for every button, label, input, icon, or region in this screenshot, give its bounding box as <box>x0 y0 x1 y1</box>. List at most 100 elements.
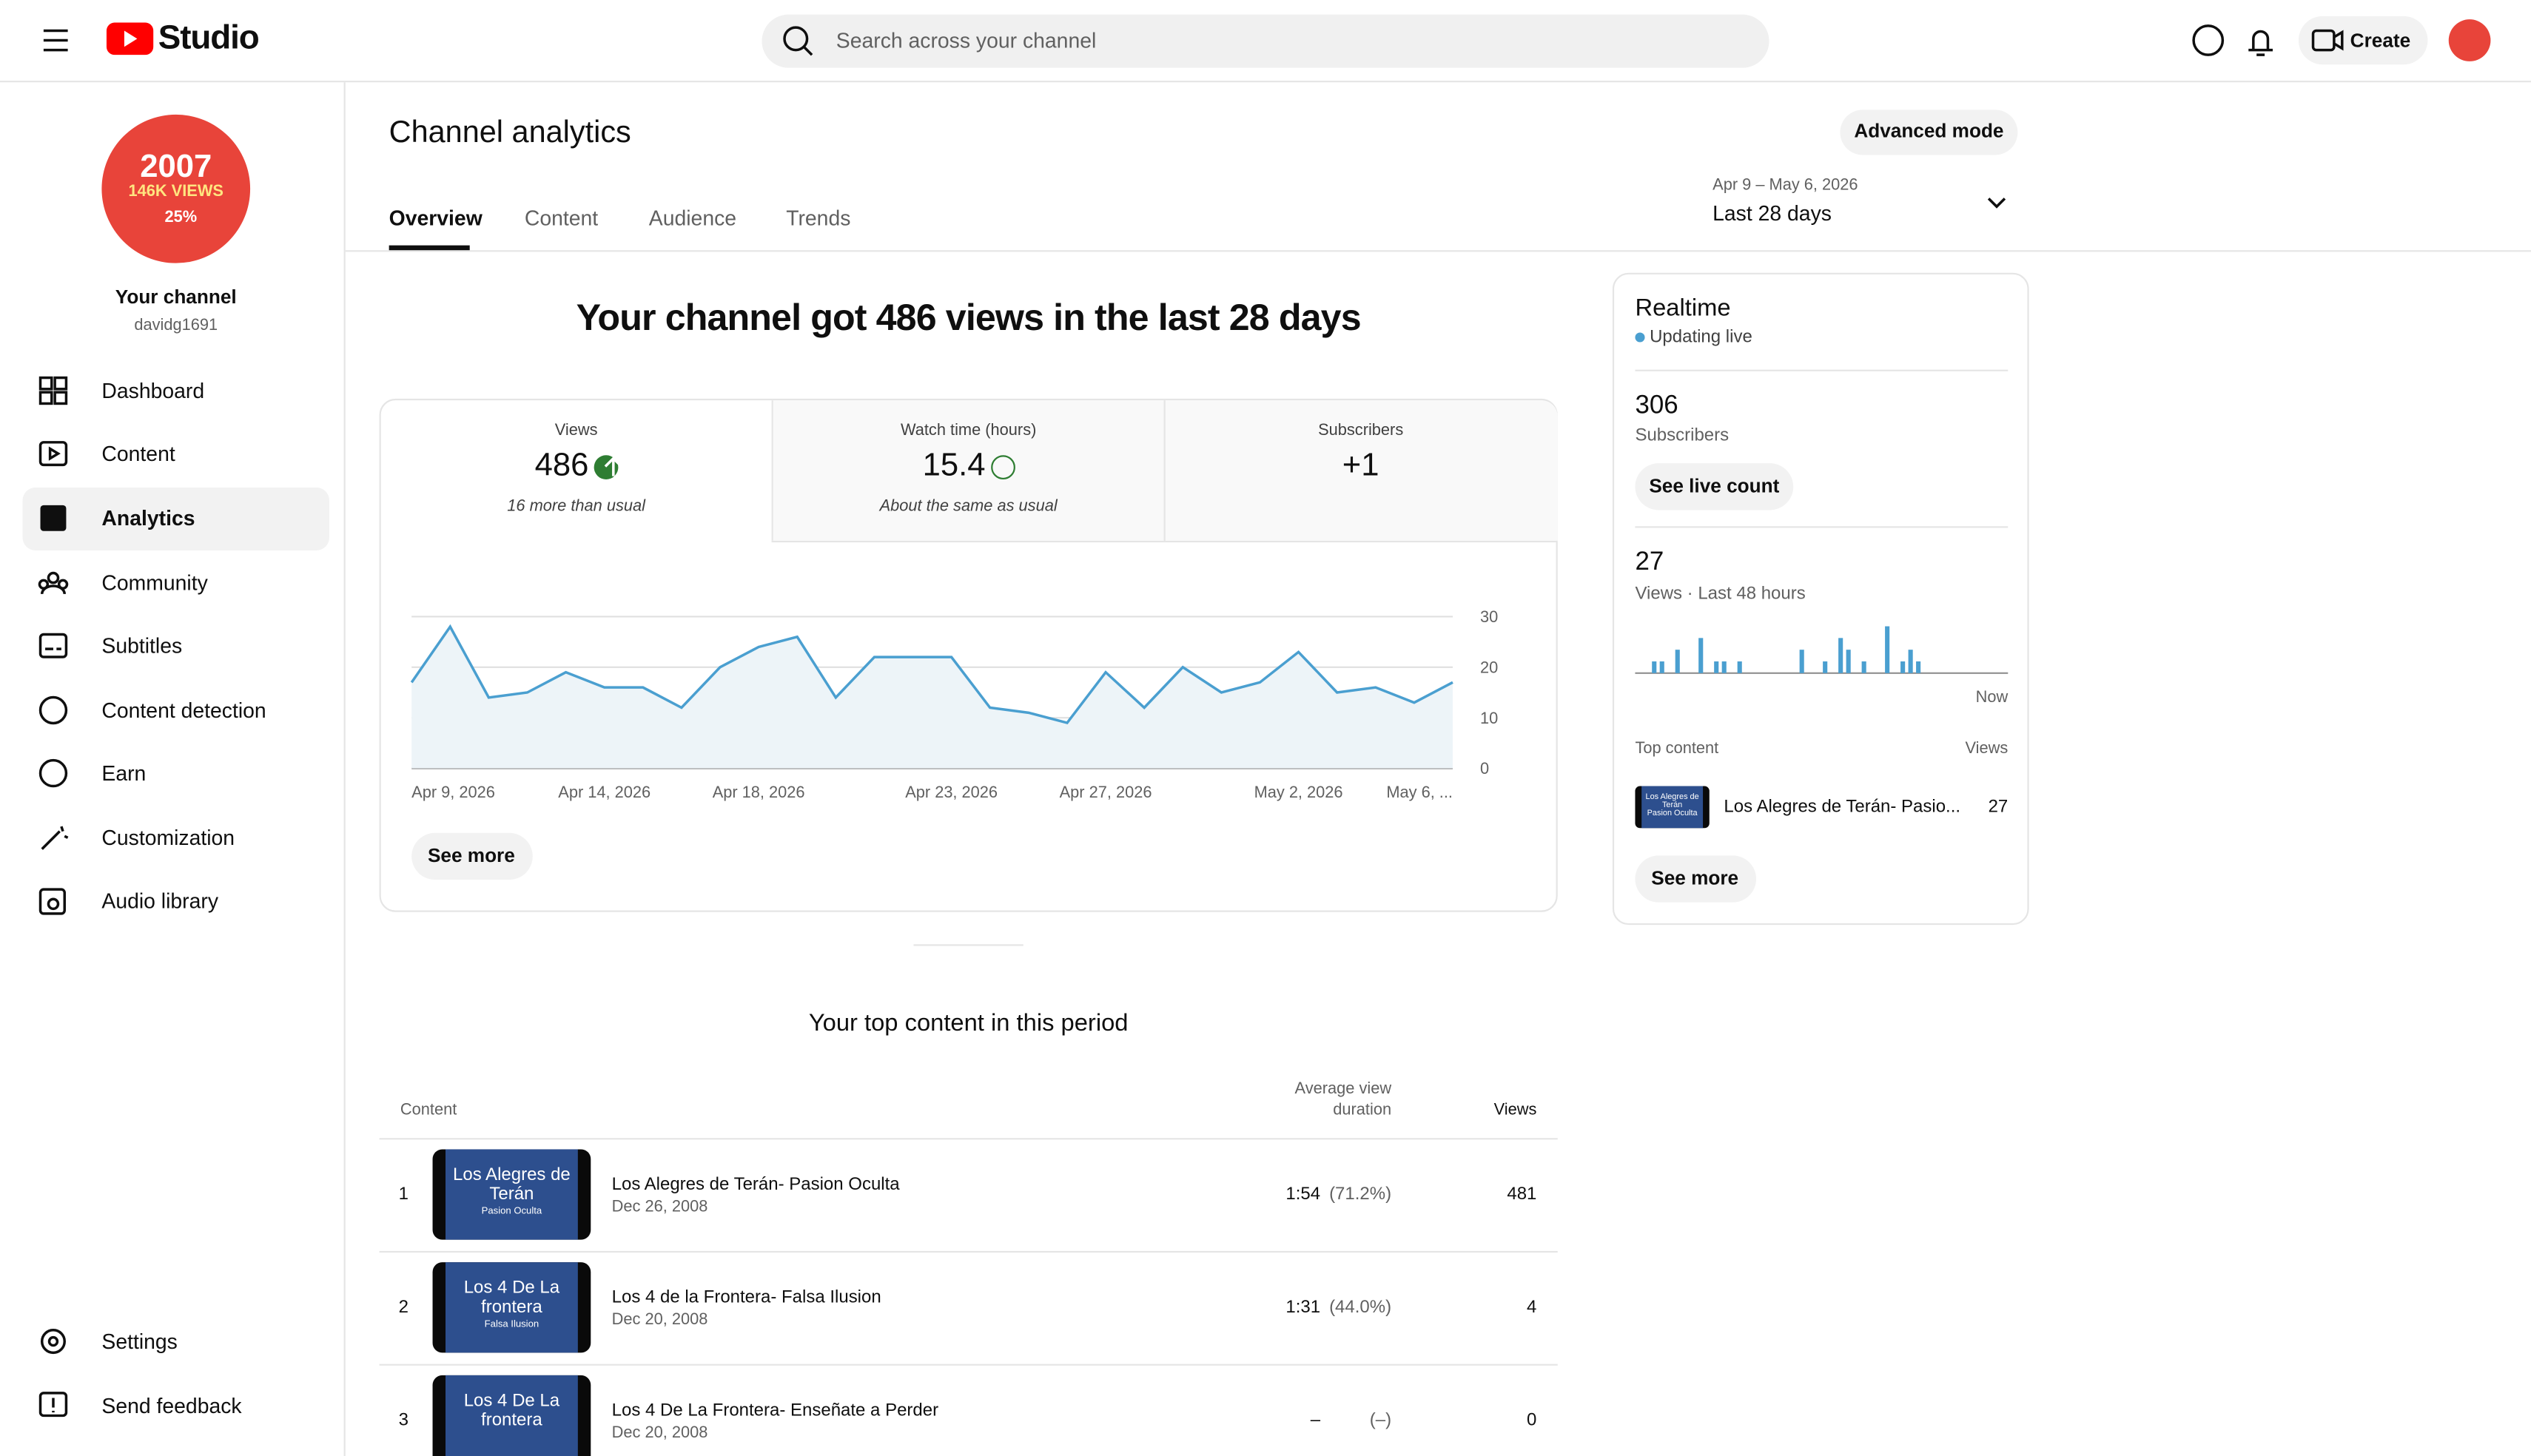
nav-item[interactable]: Customization <box>101 825 235 850</box>
bar <box>1799 650 1804 673</box>
metric-label: Subscribers <box>1318 422 1404 440</box>
bar <box>1659 661 1664 673</box>
duration: – <box>1310 1410 1321 1431</box>
nav-item[interactable]: Content <box>101 441 175 466</box>
x-tick-label: Apr 18, 2026 <box>713 783 805 801</box>
nav-highlight <box>22 487 329 550</box>
metric-note: 16 more than usual <box>507 498 646 516</box>
duration: 1:31 <box>1285 1298 1321 1318</box>
bar <box>1838 638 1843 673</box>
headline: Your channel got 486 views in the last 2… <box>576 296 1362 339</box>
see-live-count[interactable]: See live count <box>1649 474 1780 497</box>
views-column: Views <box>1965 740 2009 758</box>
logo-play <box>124 30 138 47</box>
tab[interactable]: Trends <box>786 206 851 230</box>
avatar-year: 2007 <box>140 149 212 185</box>
realtime-divider <box>1635 526 2009 528</box>
video-date: Dec 20, 2008 <box>611 1311 708 1329</box>
bar <box>1885 626 1890 673</box>
see-more-button[interactable] <box>411 832 533 880</box>
thumb-text: Los Alegres de <box>1645 792 1699 803</box>
top-bar <box>0 0 2531 83</box>
nav-item[interactable]: Subtitles <box>101 633 183 658</box>
page-title: Channel analytics <box>389 116 631 150</box>
nav-item[interactable]: Settings <box>101 1329 178 1354</box>
metric-divider <box>1163 400 1166 541</box>
search-box[interactable] <box>762 14 1769 68</box>
y-tick-label: 10 <box>1480 709 1498 727</box>
nav-item[interactable]: Audio library <box>101 889 219 913</box>
video-title[interactable]: Los Alegres de Terán- Pasion Oculta <box>611 1175 900 1195</box>
tab[interactable]: Overview <box>389 206 483 230</box>
y-tick-label: 30 <box>1480 607 1498 626</box>
channel-handle: davidg1691 <box>134 317 218 335</box>
nav-item[interactable]: Community <box>101 570 208 595</box>
line <box>410 624 1453 724</box>
y-tick-label: 20 <box>1480 658 1498 676</box>
rt-video-title[interactable]: Los Alegres de Terán- Pasio... <box>1724 797 1961 817</box>
percent: (71.2%) <box>1329 1184 1392 1204</box>
col-header: Average view <box>1294 1080 1392 1099</box>
live-count-button[interactable] <box>1635 463 1794 510</box>
rank: 2 <box>398 1298 409 1318</box>
subscriber-count: 306 <box>1635 392 1678 420</box>
x-tick-label: Apr 14, 2026 <box>558 783 651 801</box>
tab-underline <box>389 245 470 251</box>
section-divider <box>913 944 1024 946</box>
thumb-text: Terán <box>1661 801 1683 811</box>
live-dot <box>1635 332 1645 343</box>
avatar-percent: 25% <box>164 209 198 227</box>
nav-item[interactable]: Send feedback <box>101 1393 242 1418</box>
thumb-text: frontera <box>481 1410 542 1431</box>
period[interactable]: Last 28 days <box>1712 200 1832 226</box>
metric-value: 15.4 <box>922 448 986 484</box>
nav-item[interactable]: Content detection <box>101 698 266 723</box>
tabs-divider <box>345 250 2531 252</box>
x-tick-label: Apr 9, 2026 <box>411 783 495 801</box>
thumb-text: frontera <box>481 1298 542 1318</box>
thumb-text: Falsa Ilusion <box>484 1320 540 1330</box>
views: 0 <box>1527 1410 1537 1431</box>
see-more[interactable]: See more <box>427 844 515 867</box>
thumb-text: Pasion Oculta <box>1647 809 1698 819</box>
bar <box>1714 661 1719 673</box>
views-count: 27 <box>1635 548 1664 576</box>
bar <box>1698 638 1704 673</box>
see-more[interactable]: See more <box>1651 866 1739 890</box>
create-button[interactable] <box>2298 16 2428 65</box>
tab[interactable]: Content <box>524 206 599 230</box>
nav-item[interactable]: Earn <box>101 761 147 786</box>
row-divider <box>379 1138 1558 1140</box>
advanced-mode[interactable]: Advanced mode <box>1854 119 2004 142</box>
video-title[interactable]: Los 4 de la Frontera- Falsa Ilusion <box>611 1288 881 1308</box>
x-label: Now <box>1976 687 2009 706</box>
section-title: Your top content in this period <box>808 1009 1129 1037</box>
rt-thumbnail-art <box>1641 786 1704 829</box>
subscriber-label: Subscribers <box>1635 425 1730 446</box>
thumbnail-art <box>445 1149 578 1240</box>
y-tick-label: 0 <box>1480 759 1489 778</box>
percent: (44.0%) <box>1329 1298 1392 1318</box>
search-placeholder[interactable]: Search across your channel <box>836 28 1097 53</box>
duration: 1:54 <box>1285 1184 1321 1204</box>
realtime-status: Updating live <box>1650 327 1752 348</box>
nav-item[interactable]: Analytics <box>101 505 195 530</box>
header-avatar[interactable] <box>2448 19 2491 61</box>
bar <box>1908 650 1913 673</box>
create-label[interactable]: Create <box>2350 29 2411 52</box>
bar <box>1652 661 1657 673</box>
realtime-see-more[interactable] <box>1635 855 1757 903</box>
nav-item[interactable]: Dashboard <box>101 378 205 403</box>
metric-bottom <box>771 540 1556 543</box>
icons <box>38 24 2344 1418</box>
tab[interactable]: Audience <box>648 206 737 230</box>
date-range: Apr 9 – May 6, 2026 <box>1712 176 1858 195</box>
summary-card <box>379 398 1558 912</box>
bar <box>1721 661 1727 673</box>
avatar-views: 146K VIEWS <box>128 183 223 201</box>
advanced-button[interactable] <box>1840 109 2018 155</box>
x-tick-label: Apr 27, 2026 <box>1060 783 1152 801</box>
video-title[interactable]: Los 4 De La Frontera- Enseñate a Perder <box>611 1401 939 1420</box>
